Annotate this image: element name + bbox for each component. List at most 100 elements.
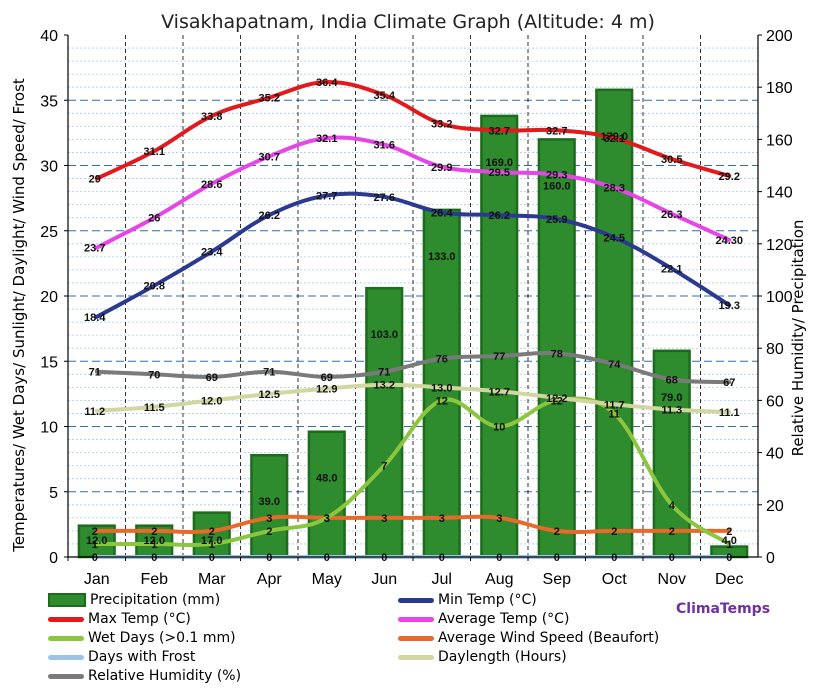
y-left-tick-label: 25	[40, 224, 58, 241]
data-label-relative-humidity-jan: 71	[89, 367, 101, 379]
legend-label-daylength: Daylength (Hours)	[438, 649, 567, 665]
legend-swatch-max-temp	[48, 616, 84, 622]
grid-lines	[68, 35, 758, 557]
data-label-average-wind-speed-beaufort-sep: 2	[554, 526, 560, 538]
data-label-wet-days-0-1-mm-feb: 1	[151, 539, 157, 551]
data-label-average-temp-c-jun: 31.6	[374, 140, 395, 152]
bar-jul	[422, 208, 461, 559]
y-left-tick-label: 15	[40, 354, 58, 371]
legend-label-wind: Average Wind Speed (Beaufort)	[438, 630, 660, 646]
data-label-min-temp-c-jul: 26.4	[431, 207, 453, 219]
y-right-tick-label: 160	[766, 132, 793, 149]
y-left-tick-label: 30	[40, 159, 58, 176]
x-tick-label-aug: Aug	[485, 571, 513, 588]
bar-mar	[192, 511, 231, 559]
legend-item-max-temp: Max Temp (°C)	[48, 609, 191, 629]
data-label-average-wind-speed-beaufort-mar: 2	[209, 526, 215, 538]
x-tick-label-sep: Sep	[543, 571, 572, 588]
data-label-wet-days-0-1-mm-oct: 11	[608, 408, 620, 420]
x-tick-label-may: May	[312, 571, 342, 588]
data-label-min-temp-c-dec: 19.3	[719, 300, 740, 312]
legend-item-wet-days: Wet Days (>0.1 mm)	[48, 628, 236, 648]
y-axis-right-label: Relative Humidity/ Precipitation	[789, 220, 807, 457]
data-label-relative-humidity-apr: 71	[263, 367, 275, 379]
data-label-days-with-frost-mar: 0	[209, 552, 215, 564]
legend-label-avg-temp: Average Temp (°C)	[438, 611, 570, 627]
data-label-precipitation-mm-may: 48.0	[316, 473, 337, 485]
y-left-tick-label: 20	[40, 289, 58, 306]
legend-item-min-temp: Min Temp (°C)	[398, 590, 537, 610]
x-tick-label-mar: Mar	[198, 571, 226, 588]
data-label-days-with-frost-may: 0	[324, 552, 330, 564]
data-label-days-with-frost-apr: 0	[266, 552, 272, 564]
legend-label-precipitation: Precipitation (mm)	[90, 592, 221, 608]
legend-item-daylength: Daylength (Hours)	[398, 647, 567, 667]
data-label-daylength-hours-may: 12.9	[316, 384, 337, 396]
data-label-wet-days-0-1-mm-aug: 10	[493, 422, 505, 434]
axes: 0510152025303540020406080100120140160180…	[40, 28, 793, 588]
line-max-temp-c	[94, 79, 732, 181]
data-label-relative-humidity-jun: 71	[378, 367, 390, 379]
bar-aug	[480, 114, 519, 559]
data-label-average-wind-speed-beaufort-apr: 3	[266, 513, 272, 525]
data-label-daylength-hours-jun: 13.2	[374, 380, 395, 392]
y-right-tick-label: 0	[766, 550, 775, 567]
y-left-tick-label: 5	[49, 485, 58, 502]
x-tick-label-jun: Jun	[371, 571, 397, 588]
data-label-max-temp-c-jun: 35.4	[374, 90, 396, 102]
legend-label-humidity: Relative Humidity (%)	[88, 668, 242, 684]
data-label-max-temp-c-apr: 35.2	[259, 93, 280, 105]
data-label-max-temp-c-dec: 29.2	[719, 171, 740, 183]
data-label-average-wind-speed-beaufort-jun: 3	[381, 513, 387, 525]
legend-item-frost: Days with Frost	[48, 647, 195, 667]
bar-sep	[537, 138, 576, 559]
line-daylength-hours	[94, 382, 732, 415]
data-label-precipitation-mm-nov: 79.0	[661, 392, 682, 404]
data-label-precipitation-mm-mar: 17.0	[201, 535, 222, 547]
data-label-min-temp-c-mar: 23.4	[201, 247, 223, 259]
data-label-min-temp-c-feb: 20.8	[144, 281, 165, 293]
data-label-daylength-hours-dec: 11.1	[719, 407, 740, 419]
legend-label-wet-days: Wet Days (>0.1 mm)	[88, 630, 236, 646]
legend-label-min-temp: Min Temp (°C)	[438, 592, 537, 608]
data-label-relative-humidity-sep: 78	[551, 348, 563, 360]
data-label-daylength-hours-apr: 12.5	[259, 389, 280, 401]
legend-swatch-min-temp	[398, 597, 434, 603]
legend-swatch-wind	[398, 635, 434, 641]
data-label-days-with-frost-feb: 0	[151, 552, 157, 564]
legend-swatch-frost	[48, 654, 84, 660]
data-label-min-temp-c-oct: 24.5	[604, 232, 625, 244]
data-label-daylength-hours-mar: 12.0	[201, 395, 222, 407]
data-label-average-temp-c-dec: 24.30	[715, 235, 743, 247]
legend-item-wind: Average Wind Speed (Beaufort)	[398, 628, 659, 648]
legend-swatch-daylength	[398, 654, 434, 660]
bar-jun	[365, 286, 404, 559]
chart-title: Visakhapatnam, India Climate Graph (Alti…	[161, 11, 655, 33]
data-label-average-temp-c-jul: 29.9	[431, 162, 452, 174]
bar-oct	[595, 88, 634, 559]
data-label-average-wind-speed-beaufort-nov: 2	[669, 526, 675, 538]
data-label-relative-humidity-mar: 69	[206, 372, 218, 384]
data-label-days-with-frost-dec: 0	[726, 552, 732, 564]
bar-apr	[250, 453, 289, 559]
y-right-tick-label: 140	[766, 185, 793, 202]
data-label-daylength-hours-aug: 12.7	[489, 386, 510, 398]
y-right-tick-label: 100	[766, 289, 793, 306]
data-label-average-temp-c-nov: 26.3	[661, 209, 682, 221]
data-label-days-with-frost-nov: 0	[669, 552, 675, 564]
data-label-wet-days-0-1-mm-jul: 12	[436, 395, 448, 407]
data-label-min-temp-c-aug: 26.2	[489, 210, 510, 222]
data-label-max-temp-c-may: 36.4	[316, 77, 338, 89]
y-right-tick-label: 80	[766, 341, 784, 358]
data-label-average-wind-speed-beaufort-oct: 2	[611, 526, 617, 538]
data-label-daylength-hours-oct: 11.7	[604, 399, 625, 411]
data-label-precipitation-mm-jul: 133.0	[428, 251, 456, 263]
y-left-tick-label: 0	[49, 550, 58, 567]
data-label-days-with-frost-oct: 0	[611, 552, 617, 564]
data-label-precipitation-mm-oct: 179.0	[600, 131, 628, 143]
x-tick-label-apr: Apr	[257, 571, 283, 588]
data-label-wet-days-0-1-mm-apr: 2	[266, 526, 272, 538]
data-label-relative-humidity-may: 69	[321, 372, 333, 384]
line-wet-days-0-1-mm	[94, 396, 732, 547]
